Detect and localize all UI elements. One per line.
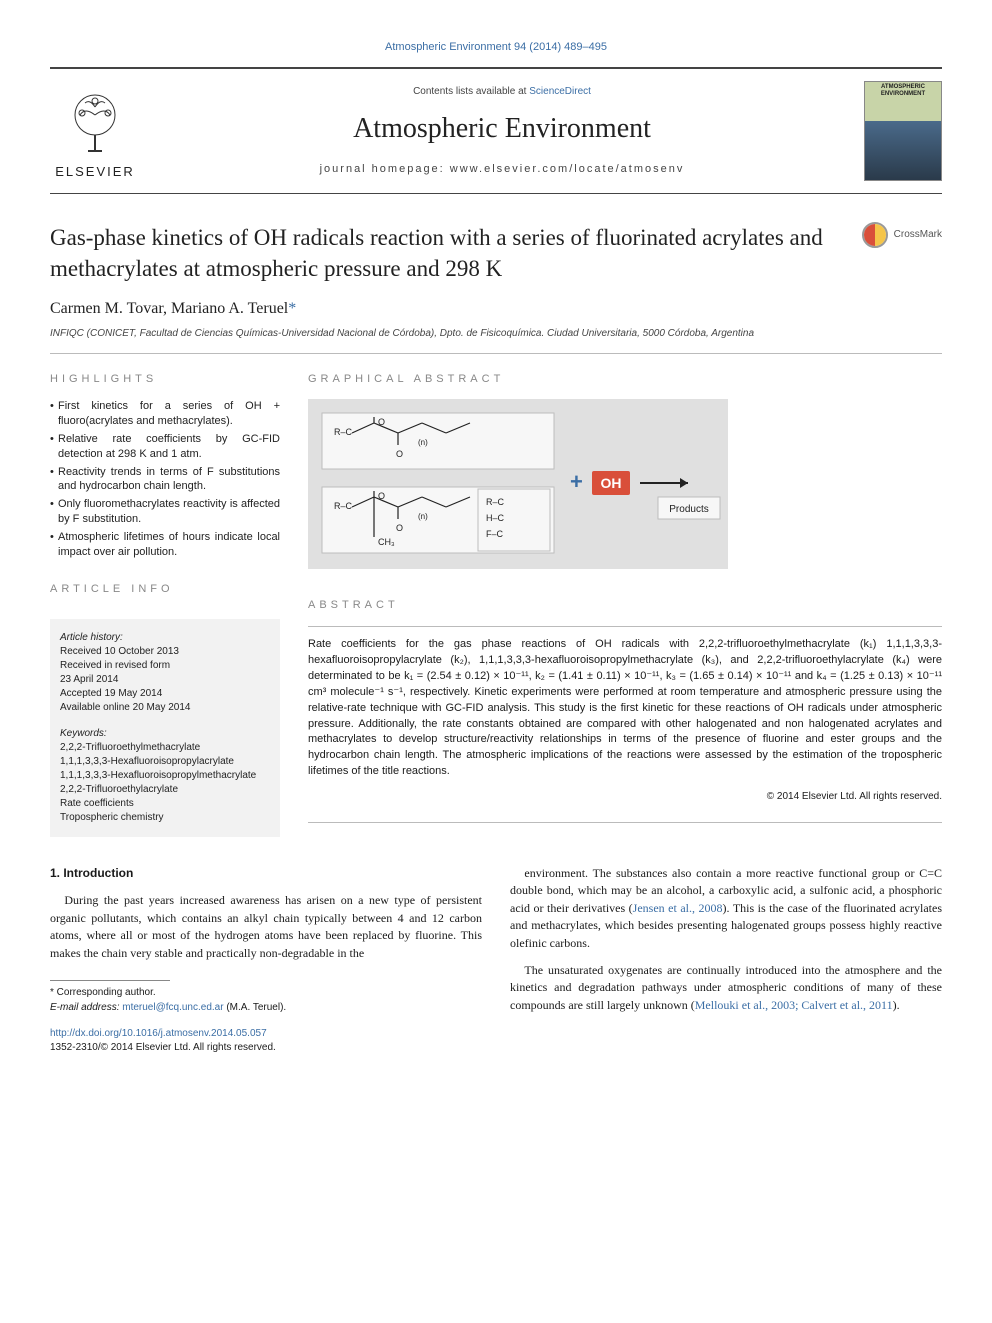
graphical-abstract-figure: R–C O O (n) R–C O CH₃ O (n) R–C H–C F–C … (308, 399, 728, 569)
revised-line1: Received in revised form (60, 659, 270, 673)
body-text-columns: 1. Introduction During the past years in… (50, 865, 942, 1055)
highlight-item: Relative rate coefficients by GC-FID det… (50, 432, 280, 462)
keyword: 1,1,1,3,3,3-Hexafluoroisopropylmethacryl… (60, 769, 270, 783)
homepage-url[interactable]: www.elsevier.com/locate/atmosenv (450, 163, 685, 175)
graphical-abstract-heading: GRAPHICAL ABSTRACT (308, 372, 942, 387)
svg-text:+: + (570, 469, 583, 494)
article-title: Gas-phase kinetics of OH radicals reacti… (50, 222, 846, 284)
online-date: Available online 20 May 2014 (60, 701, 270, 715)
highlight-item: First kinetics for a series of OH + fluo… (50, 399, 280, 429)
crossmark-label: CrossMark (894, 228, 942, 242)
journal-cover-thumbnail: ATMOSPHERIC ENVIRONMENT (864, 81, 942, 181)
corresponding-asterisk: * (288, 300, 296, 317)
svg-text:H–C: H–C (486, 513, 505, 523)
crossmark-icon (862, 222, 888, 248)
highlight-item: Only fluoromethacrylates reactivity is a… (50, 497, 280, 527)
intro-paragraph: During the past years increased awarenes… (50, 892, 482, 962)
corresponding-author-note: * Corresponding author. (50, 985, 482, 1000)
keyword: Rate coefficients (60, 797, 270, 811)
abstract-bottom-rule (308, 822, 942, 823)
svg-text:(n): (n) (418, 438, 428, 447)
article-info-box: Article history: Received 10 October 201… (50, 619, 280, 837)
footnote-separator (50, 980, 170, 981)
contents-prefix: Contents lists available at (413, 86, 529, 97)
article-info-heading: ARTICLE INFO (50, 582, 280, 597)
svg-text:CH₃: CH₃ (378, 537, 395, 547)
svg-text:Products: Products (669, 504, 708, 515)
svg-text:OH: OH (601, 475, 622, 491)
journal-ref-link[interactable]: Atmospheric Environment 94 (2014) 489–49… (50, 40, 942, 55)
journal-header: ELSEVIER Contents lists available at Sci… (50, 67, 942, 194)
email-label: E-mail address: (50, 1002, 119, 1013)
article-history-label: Article history: (60, 631, 270, 645)
highlights-heading: HIGHLIGHTS (50, 372, 280, 387)
doi-block: http://dx.doi.org/10.1016/j.atmosenv.201… (50, 1027, 482, 1055)
elsevier-tree-icon (60, 89, 130, 159)
elsevier-logo: ELSEVIER (50, 81, 140, 181)
svg-text:R–C: R–C (334, 501, 353, 511)
intro-paragraph: environment. The substances also contain… (510, 865, 942, 952)
citation-link[interactable]: Mellouki et al., 2003; Calvert et al., 2… (695, 998, 893, 1012)
keyword: Tropospheric chemistry (60, 811, 270, 825)
svg-text:R–C: R–C (334, 427, 353, 437)
highlights-list: First kinetics for a series of OH + fluo… (50, 399, 280, 559)
keyword: 2,2,2-Trifluoroethylmethacrylate (60, 741, 270, 755)
author-email-link[interactable]: mteruel@fcq.unc.ed.ar (122, 1002, 223, 1013)
accepted-date: Accepted 19 May 2014 (60, 687, 270, 701)
footnotes: * Corresponding author. E-mail address: … (50, 985, 482, 1015)
journal-homepage-line: journal homepage: www.elsevier.com/locat… (140, 162, 864, 177)
svg-text:F–C: F–C (486, 529, 504, 539)
email-paren: (M.A. Teruel). (226, 1002, 286, 1013)
intro-paragraph: The unsaturated oxygenates are continual… (510, 962, 942, 1014)
highlight-item: Atmospheric lifetimes of hours indicate … (50, 530, 280, 560)
crossmark-badge[interactable]: CrossMark (862, 222, 942, 248)
highlight-item: Reactivity trends in terms of F substitu… (50, 465, 280, 495)
affiliation: INFIQC (CONICET, Facultad de Ciencias Qu… (50, 327, 942, 354)
keyword: 2,2,2-Trifluoroethylacrylate (60, 783, 270, 797)
keywords-label: Keywords: (60, 727, 270, 741)
citation-link[interactable]: Jensen et al., 2008 (633, 901, 723, 915)
intro-heading: 1. Introduction (50, 865, 482, 882)
svg-text:R–C: R–C (486, 497, 505, 507)
homepage-prefix: journal homepage: (320, 163, 450, 175)
revised-line2: 23 April 2014 (60, 673, 270, 687)
journal-name: Atmospheric Environment (140, 109, 864, 148)
abstract-copyright: © 2014 Elsevier Ltd. All rights reserved… (308, 790, 942, 804)
contents-lists-line: Contents lists available at ScienceDirec… (140, 85, 864, 99)
svg-text:O: O (396, 523, 403, 533)
para-text: ). (893, 998, 900, 1012)
authors-line: Carmen M. Tovar, Mariano A. Teruel* (50, 298, 942, 320)
abstract-text: Rate coefficients for the gas phase reac… (308, 637, 942, 780)
svg-text:(n): (n) (418, 512, 428, 521)
author-names: Carmen M. Tovar, Mariano A. Teruel (50, 300, 288, 317)
abstract-heading: ABSTRACT (308, 598, 942, 613)
received-date: Received 10 October 2013 (60, 645, 270, 659)
doi-link[interactable]: http://dx.doi.org/10.1016/j.atmosenv.201… (50, 1027, 482, 1041)
svg-text:O: O (396, 449, 403, 459)
elsevier-text: ELSEVIER (55, 163, 135, 181)
sciencedirect-link[interactable]: ScienceDirect (529, 86, 591, 97)
cover-title: ATMOSPHERIC ENVIRONMENT (865, 82, 941, 99)
abstract-rule (308, 626, 942, 627)
issn-copyright: 1352-2310/© 2014 Elsevier Ltd. All right… (50, 1041, 482, 1055)
keyword: 1,1,1,3,3,3-Hexafluoroisopropylacrylate (60, 755, 270, 769)
